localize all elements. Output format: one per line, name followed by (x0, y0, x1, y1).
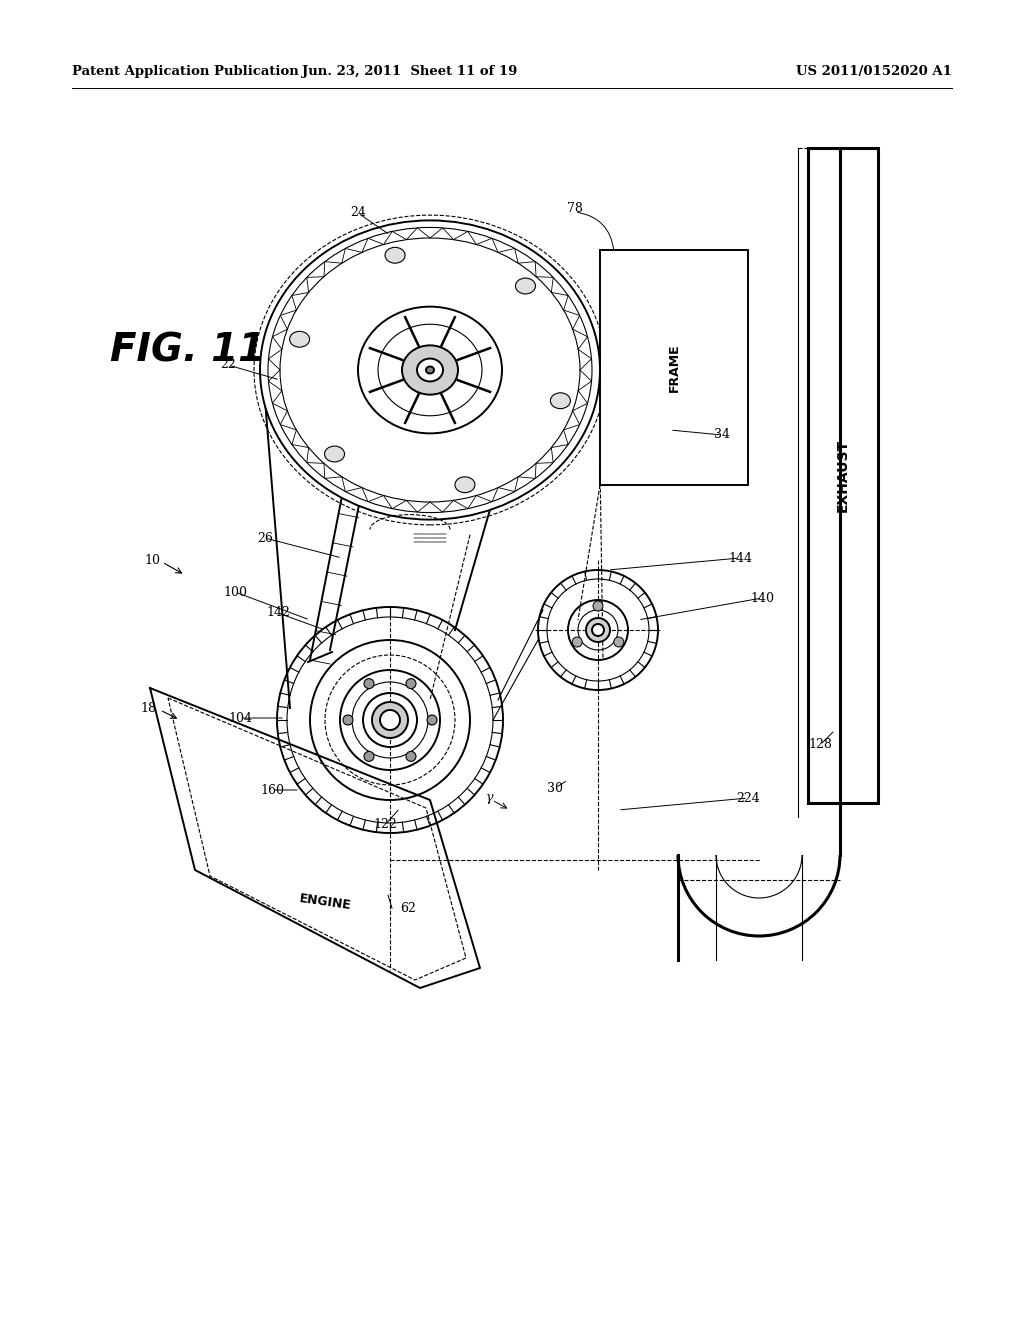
Circle shape (364, 751, 374, 762)
Text: 142: 142 (266, 606, 290, 619)
Circle shape (380, 710, 400, 730)
Circle shape (613, 638, 624, 647)
Ellipse shape (417, 359, 443, 381)
Ellipse shape (550, 393, 570, 409)
Polygon shape (150, 688, 480, 987)
Text: 128: 128 (808, 738, 831, 751)
Ellipse shape (455, 477, 475, 492)
Bar (600, 249, 748, 484)
Text: 160: 160 (260, 784, 284, 796)
Text: 140: 140 (750, 591, 774, 605)
Bar (808, 148, 878, 803)
Ellipse shape (325, 446, 344, 462)
Circle shape (406, 751, 416, 762)
Circle shape (406, 678, 416, 689)
Ellipse shape (385, 247, 406, 263)
Text: 144: 144 (728, 552, 752, 565)
Text: Patent Application Publication: Patent Application Publication (72, 66, 299, 78)
Text: 18: 18 (140, 701, 156, 714)
Circle shape (343, 715, 353, 725)
Text: US 2011/0152020 A1: US 2011/0152020 A1 (796, 66, 952, 78)
Text: FIG. 11: FIG. 11 (111, 331, 265, 370)
Ellipse shape (515, 279, 536, 294)
Text: 78: 78 (567, 202, 583, 214)
Circle shape (593, 601, 603, 611)
Text: 10: 10 (144, 553, 160, 566)
Text: 122: 122 (373, 818, 397, 832)
Text: ENGINE: ENGINE (298, 892, 352, 912)
Text: 224: 224 (736, 792, 760, 804)
Text: 22: 22 (220, 359, 236, 371)
Text: 104: 104 (228, 711, 252, 725)
Text: 26: 26 (257, 532, 273, 544)
Circle shape (592, 624, 604, 636)
Ellipse shape (260, 220, 600, 520)
Ellipse shape (402, 346, 458, 395)
Ellipse shape (358, 306, 502, 433)
Text: 34: 34 (714, 429, 730, 441)
Circle shape (586, 618, 610, 642)
Ellipse shape (254, 215, 606, 525)
Text: γ: γ (486, 792, 494, 804)
Ellipse shape (426, 367, 434, 374)
Text: 24: 24 (350, 206, 366, 219)
Circle shape (372, 702, 408, 738)
Text: 30: 30 (547, 781, 563, 795)
Ellipse shape (290, 331, 309, 347)
Text: 100: 100 (223, 586, 247, 598)
Text: FRAME: FRAME (668, 343, 681, 392)
Circle shape (364, 678, 374, 689)
Circle shape (427, 715, 437, 725)
Circle shape (572, 638, 583, 647)
Text: Jun. 23, 2011  Sheet 11 of 19: Jun. 23, 2011 Sheet 11 of 19 (302, 66, 518, 78)
Text: 62: 62 (400, 902, 416, 915)
Text: EXHAUST: EXHAUST (836, 440, 850, 512)
